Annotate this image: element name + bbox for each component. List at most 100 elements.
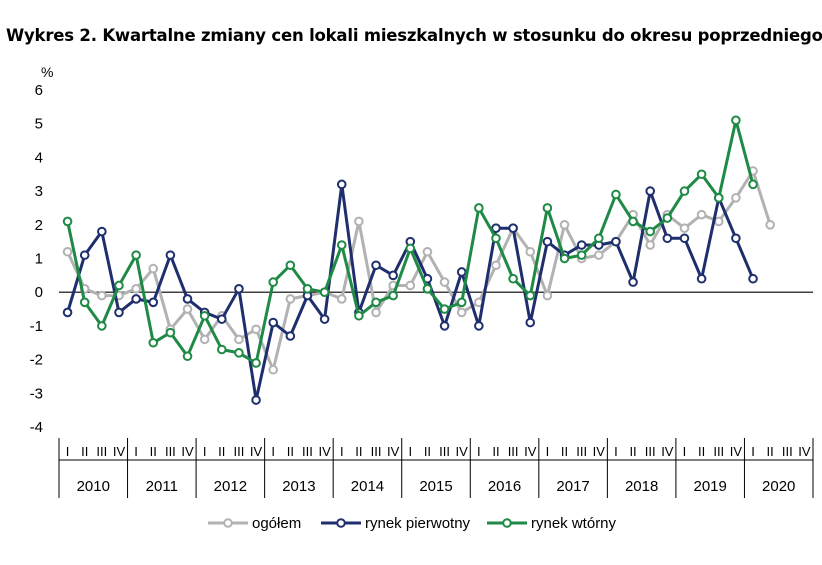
legend-marker	[336, 518, 346, 528]
series-point	[182, 351, 193, 362]
series-point	[645, 226, 656, 237]
x-tick-quarter-label: IV	[593, 444, 606, 459]
x-tick-quarter-label: IV	[387, 444, 400, 459]
y-tick-label: -1	[30, 318, 43, 335]
legend-marker	[502, 518, 512, 528]
x-tick-quarter-label: IV	[318, 444, 331, 459]
x-tick-quarter-label: III	[439, 444, 450, 459]
series-point	[696, 209, 707, 220]
series-point	[148, 297, 159, 308]
x-tick-quarter-label: IV	[661, 444, 674, 459]
x-tick-year-label: 2011	[146, 478, 178, 495]
y-tick-label: 6	[35, 82, 43, 99]
series-point	[285, 294, 296, 304]
series-point	[336, 240, 347, 250]
x-tick-quarter-label: III	[645, 444, 656, 459]
series-point	[234, 284, 244, 294]
series-point	[662, 233, 673, 244]
y-tick-label: 1	[35, 251, 43, 268]
series-point	[268, 277, 279, 287]
series-point	[371, 260, 381, 271]
x-tick-year-label: 2019	[693, 478, 726, 495]
series-point	[371, 297, 381, 308]
x-tick-quarter-label: II	[287, 444, 294, 459]
series-point	[542, 203, 553, 213]
series-point	[679, 223, 690, 233]
series-point	[148, 337, 159, 348]
series-point	[182, 304, 193, 314]
series-point	[268, 317, 279, 328]
y-tick-label: -2	[30, 352, 43, 369]
series-point	[748, 273, 758, 284]
series-point	[165, 327, 176, 338]
series-point	[559, 253, 570, 264]
series-point	[525, 290, 536, 301]
series-point	[234, 334, 244, 345]
series-point	[388, 270, 398, 281]
x-tick-quarter-label: III	[302, 444, 313, 459]
series-point	[628, 277, 638, 287]
y-tick-label: 0	[35, 284, 43, 301]
series-point	[593, 233, 604, 244]
chart-title: Wykres 2. Kwartalne zmiany cen lokali mi…	[6, 26, 822, 45]
series-point	[388, 290, 398, 301]
series-point	[165, 250, 176, 260]
x-tick-quarter-label: I	[546, 444, 550, 459]
series-point	[731, 233, 741, 244]
series-point	[114, 280, 124, 291]
series-point	[354, 216, 364, 227]
series-point	[131, 294, 141, 304]
series-point	[302, 284, 313, 294]
series-point	[491, 223, 501, 233]
series-point	[97, 290, 107, 301]
series-point	[216, 344, 227, 355]
series-point	[611, 236, 621, 247]
x-tick-quarter-label: II	[561, 444, 568, 459]
series-point	[131, 250, 141, 260]
x-tick-quarter-label: III	[713, 444, 724, 459]
series-point	[251, 395, 261, 405]
legend-marker	[223, 518, 233, 528]
series-point	[97, 321, 107, 331]
series-point	[662, 213, 673, 223]
series-point	[696, 169, 707, 180]
series-point	[491, 233, 501, 244]
x-tick-year-label: 2014	[351, 478, 384, 495]
x-tick-quarter-label: II	[218, 444, 225, 459]
series-point	[319, 287, 330, 298]
x-tick-quarter-label: II	[767, 444, 774, 459]
x-tick-year-label: 2012	[214, 478, 247, 495]
series-point	[234, 348, 244, 358]
series-point	[748, 179, 758, 190]
y-tick-label: 4	[35, 149, 43, 166]
x-tick-year-label: 2018	[625, 478, 658, 495]
x-tick-quarter-label: I	[340, 444, 344, 459]
x-tick-quarter-label: IV	[798, 444, 811, 459]
series-point	[336, 179, 347, 190]
y-tick-label: 5	[35, 116, 43, 133]
series-point	[439, 277, 450, 287]
x-tick-quarter-label: III	[96, 444, 107, 459]
x-tick-quarter-label: I	[477, 444, 481, 459]
x-tick-quarter-label: IV	[181, 444, 194, 459]
series-point	[79, 297, 90, 308]
series-point	[439, 321, 450, 331]
series-point	[713, 193, 724, 203]
series-point	[456, 307, 467, 318]
series-point	[611, 189, 621, 200]
series-point	[285, 260, 296, 271]
x-tick-quarter-label: III	[508, 444, 519, 459]
x-tick-quarter-label: IV	[250, 444, 263, 459]
series-point	[576, 240, 587, 250]
y-tick-label: -4	[30, 419, 43, 436]
x-tick-quarter-label: I	[203, 444, 207, 459]
x-tick-quarter-label: I	[683, 444, 687, 459]
x-tick-quarter-label: II	[492, 444, 499, 459]
series-point	[422, 284, 433, 294]
x-tick-year-label: 2020	[762, 478, 795, 495]
series-point	[182, 294, 193, 304]
series-point	[508, 223, 518, 233]
series-point	[474, 321, 484, 331]
series-point	[628, 216, 638, 227]
